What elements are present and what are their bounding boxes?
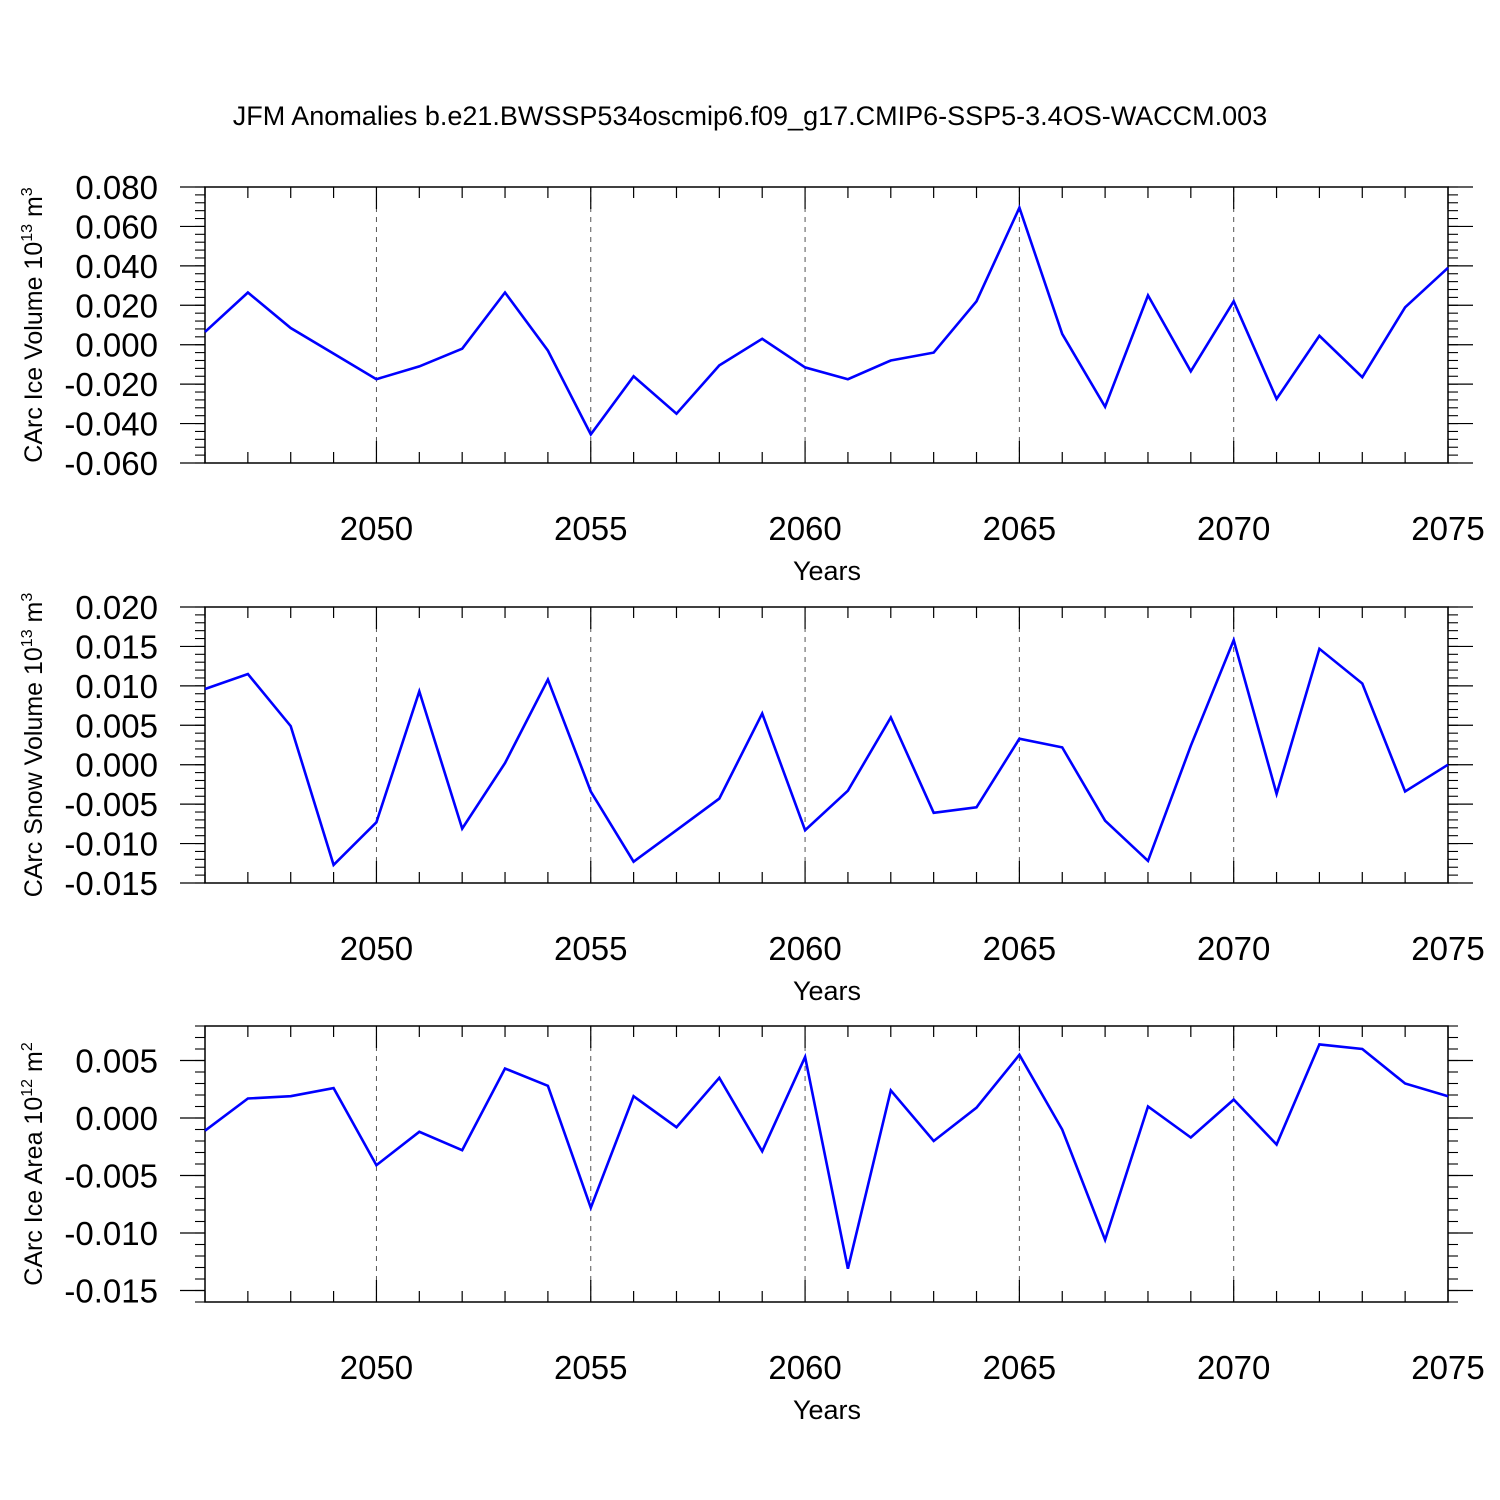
y-tick-label: 0.060 <box>75 208 158 245</box>
series-line <box>204 636 1449 868</box>
x-tick-label: 2050 <box>340 510 413 547</box>
y-tick-label: 0.010 <box>75 668 158 705</box>
x-tick-label: 2065 <box>983 510 1056 547</box>
x-tick-label: 2060 <box>768 1349 841 1386</box>
x-tick-label: 2055 <box>554 1349 627 1386</box>
y-label-exponent: 13 <box>19 629 36 647</box>
figure-title: JFM Anomalies b.e21.BWSSP534oscmip6.f09_… <box>233 101 1267 131</box>
y-label-unit-exponent: 2 <box>19 1042 36 1051</box>
x-tick-label: 2075 <box>1411 1349 1484 1386</box>
y-tick-label: -0.020 <box>64 366 158 403</box>
y-label-unit: m <box>20 196 48 224</box>
x-tick-label: 2055 <box>554 930 627 967</box>
y-tick-label: 0.020 <box>75 287 158 324</box>
x-axis-label: Years <box>793 976 861 1006</box>
y-tick-label: -0.010 <box>64 1215 158 1252</box>
y-tick-label: 0.005 <box>75 1043 158 1080</box>
y-tick-label: -0.015 <box>64 865 158 902</box>
y-tick-label: 0.020 <box>75 589 158 626</box>
y-label-exponent: 12 <box>19 1079 36 1097</box>
y-tick-label: 0.000 <box>75 747 158 784</box>
y-label-unit: m <box>20 1051 48 1079</box>
y-tick-label: 0.015 <box>75 628 158 665</box>
x-tick-label: 2065 <box>983 930 1056 967</box>
chart-panel-3: -0.015 -0.010 -0.005 0.000 0.005 2050 2055 2060… <box>19 1025 1485 1425</box>
x-tick-label: 2060 <box>768 930 841 967</box>
x-tick-label: 2055 <box>554 510 627 547</box>
panels: -0.060-0.040-0.0200.0000.0200.0400.0600.… <box>19 169 1485 1425</box>
y-tick-label: -0.005 <box>64 786 158 823</box>
y-label-main: CArc Snow Volume 10 <box>20 647 48 897</box>
y-tick-label: -0.010 <box>64 826 158 863</box>
x-tick-label: 2075 <box>1411 930 1484 967</box>
series-line <box>204 1043 1449 1270</box>
x-tick-label: 2065 <box>983 1349 1056 1386</box>
y-tick-label: -0.060 <box>64 445 158 482</box>
plot-frame <box>204 1025 1449 1303</box>
y-tick-label: 0.040 <box>75 248 158 285</box>
x-axis-label: Years <box>793 1395 861 1425</box>
y-label-unit: m <box>20 602 48 630</box>
y-tick-label: 0.005 <box>75 707 158 744</box>
x-tick-label: 2075 <box>1411 510 1484 547</box>
y-axis-label: CArc Snow Volume 1013 m3 <box>19 593 48 898</box>
y-tick-label: -0.005 <box>64 1158 158 1195</box>
chart-panel-1: -0.060-0.040-0.0200.0000.0200.0400.0600.… <box>19 169 1485 586</box>
series-line <box>204 204 1449 437</box>
x-tick-label: 2060 <box>768 510 841 547</box>
y-axis-label: CArc Ice Volume 1013 m3 <box>19 187 48 463</box>
y-tick-label: 0.080 <box>75 169 158 206</box>
x-tick-label: 2070 <box>1197 1349 1270 1386</box>
y-label-exponent: 13 <box>19 224 36 242</box>
y-tick-label: -0.040 <box>64 406 158 443</box>
y-label-main: CArc Ice Volume 10 <box>20 242 48 463</box>
x-tick-label: 2050 <box>340 930 413 967</box>
y-tick-label: 0.000 <box>75 327 158 364</box>
x-tick-label: 2070 <box>1197 510 1270 547</box>
chart-panel-2: -0.015-0.010-0.0050.0000.0050.0100.0150.… <box>19 589 1485 1006</box>
y-tick-label: 0.000 <box>75 1100 158 1137</box>
x-tick-label: 2050 <box>340 1349 413 1386</box>
y-label-unit-exponent: 3 <box>19 593 36 602</box>
plot-frame <box>204 186 1449 464</box>
x-tick-label: 2070 <box>1197 930 1270 967</box>
y-tick-label: -0.015 <box>64 1273 158 1310</box>
y-label-unit-exponent: 3 <box>19 187 36 196</box>
y-axis-label: CArc Ice Area 1012 m2 <box>19 1042 48 1286</box>
x-axis-label: Years <box>793 556 861 586</box>
plot-frame <box>204 606 1449 884</box>
y-label-main: CArc Ice Area 10 <box>20 1097 48 1286</box>
